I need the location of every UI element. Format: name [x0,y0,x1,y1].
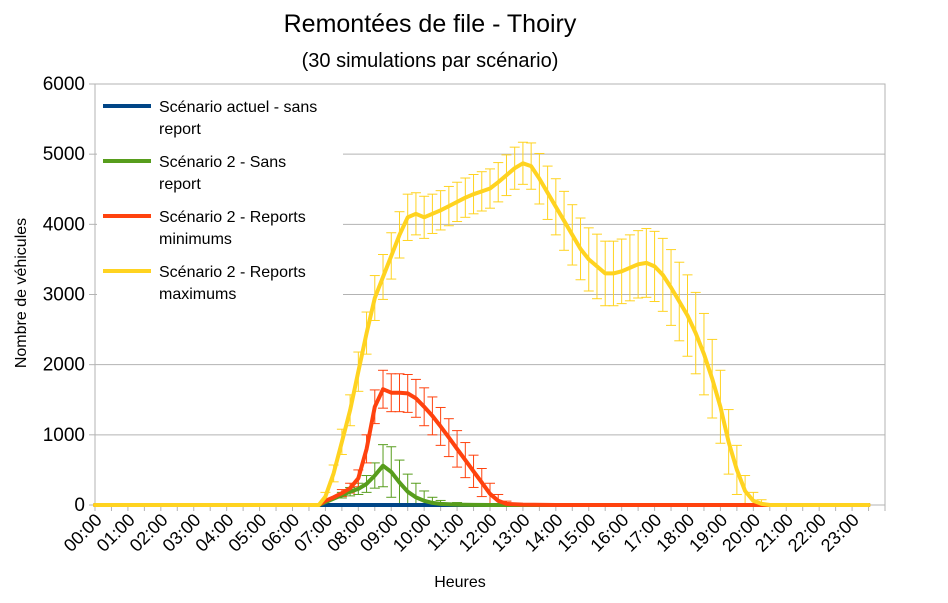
x-axis-label: Heures [434,574,486,591]
y-tick-label: 6000 [43,74,85,95]
y-tick-label: 5000 [43,144,85,165]
error-bars [320,141,767,506]
y-tick-label: 3000 [43,285,85,306]
legend-label: Scénario 2 - Reports minimums [159,209,306,248]
legend-label: Scénario 2 - Sans report [159,154,286,193]
legend-label: Scénario actuel - sans report [159,99,317,138]
x-tick-label: 10:00 [389,510,435,556]
y-tick-label: 4000 [43,214,85,235]
y-tick-label: 0 [74,495,85,516]
series-line-2 [93,387,871,507]
y-axis-label: Nombre de véhicules [13,218,30,368]
x-tick-label: 23:00 [817,510,863,556]
series-line-3 [93,161,871,507]
series-lines [93,161,871,507]
y-tick-label: 1000 [43,425,85,446]
y-tick-label: 2000 [43,355,85,376]
chart-subtitle: (30 simulations par scénario) [301,50,559,72]
legend: Scénario actuel - sans report Scénario 2 -… [97,85,343,310]
legend-label: Scénario 2 - Reports maximums [159,264,306,303]
chart-title: Remontées de file - Thoiry [283,10,577,38]
